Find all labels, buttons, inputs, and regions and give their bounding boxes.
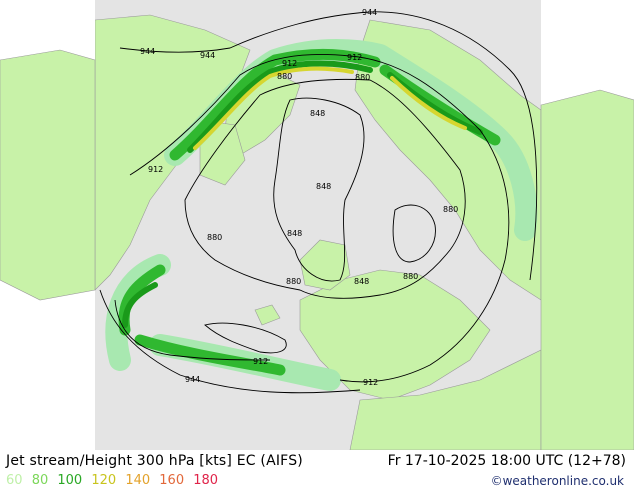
east-asia-land xyxy=(540,89,634,450)
scandinavia-land xyxy=(299,239,351,291)
contour-944 xyxy=(99,11,538,394)
legend-item: 120 xyxy=(91,473,117,488)
jet-stream-map: 944 944 944 944 912 912 912 912 912 880 … xyxy=(0,0,634,450)
contour-label: 912 xyxy=(148,165,163,174)
contour-label: 880 xyxy=(286,277,301,286)
legend-item: 180 xyxy=(193,473,219,488)
contour-label: 944 xyxy=(362,8,377,17)
jet-band-120 xyxy=(193,66,467,150)
contour-label: 912 xyxy=(363,378,378,387)
contour-label: 848 xyxy=(316,182,331,191)
europe-land xyxy=(299,269,491,401)
contour-label: 880 xyxy=(403,272,418,281)
contour-label: 848 xyxy=(287,229,302,238)
contour-label: 848 xyxy=(354,277,369,286)
iceland-land xyxy=(254,304,281,326)
legend-item: 100 xyxy=(57,473,83,488)
contour-912-south xyxy=(114,299,271,361)
caption-row-top: Jet stream/Height 300 hPa [kts] EC (AIFS… xyxy=(0,451,634,471)
contour-labels: 944 944 944 944 912 912 912 912 912 880 … xyxy=(140,8,458,387)
map-title: Jet stream/Height 300 hPa [kts] EC (AIFS… xyxy=(6,453,303,469)
speed-legend: 60 80 100 120 140 160 180 xyxy=(6,473,223,488)
contour-912-north xyxy=(129,54,510,383)
contour-label: 912 xyxy=(347,53,362,62)
contour-848 xyxy=(273,97,365,282)
map-datetime: Fr 17-10-2025 18:00 UTC (12+78) xyxy=(387,453,626,469)
contour-label: 944 xyxy=(200,51,215,60)
credit-link[interactable]: ©weatheronline.co.uk xyxy=(490,474,624,488)
contour-label: 880 xyxy=(277,72,292,81)
siberia-land xyxy=(354,19,542,301)
contour-label: 944 xyxy=(140,47,155,56)
contour-label: 944 xyxy=(185,375,200,384)
contour-880-west xyxy=(204,322,287,354)
legend-item: 160 xyxy=(159,473,185,488)
contour-880-east xyxy=(392,204,436,263)
caption-row-bottom: 60 80 100 120 140 160 180 ©weatheronline… xyxy=(0,471,634,491)
legend-item: 140 xyxy=(125,473,151,488)
contour-880 xyxy=(184,78,466,299)
contour-label: 880 xyxy=(355,73,370,82)
contour-label: 848 xyxy=(310,109,325,118)
height-contours xyxy=(99,11,538,394)
contour-label: 880 xyxy=(207,233,222,242)
legend-item: 60 xyxy=(6,473,23,488)
canadian-archipelago-land xyxy=(199,119,246,186)
contour-label: 880 xyxy=(443,205,458,214)
legend-item: 80 xyxy=(31,473,49,488)
contour-label: 912 xyxy=(253,357,268,366)
contour-label: 912 xyxy=(282,59,297,68)
alaska-land xyxy=(0,49,96,301)
